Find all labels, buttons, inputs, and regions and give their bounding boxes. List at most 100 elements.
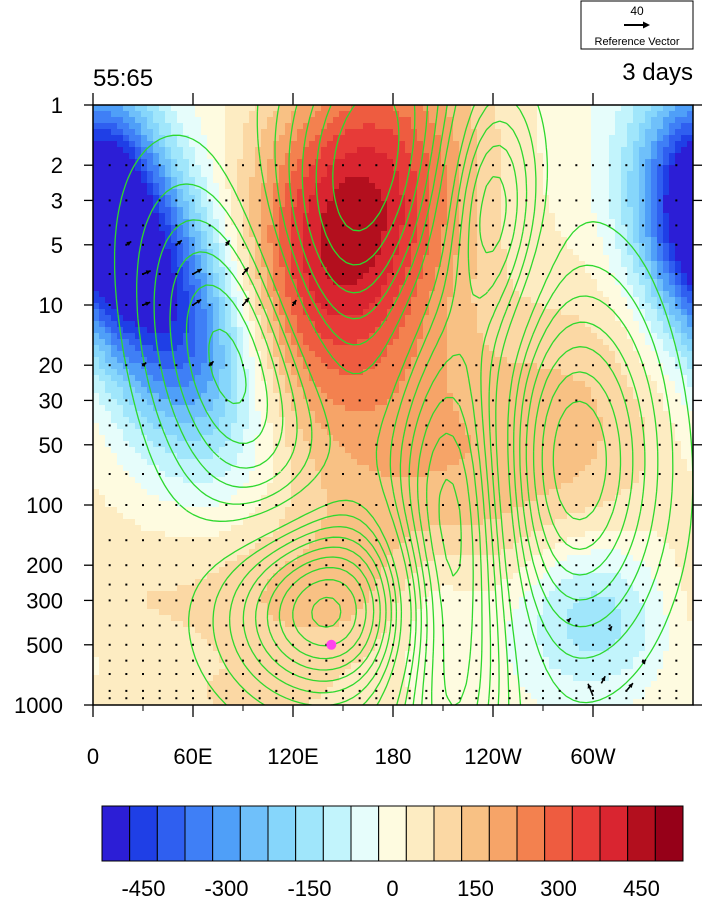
field-cell [117, 141, 124, 148]
field-cell [351, 105, 358, 112]
field-cell [351, 111, 358, 118]
field-cell [195, 423, 202, 430]
field-cell [333, 171, 340, 178]
field-cell [117, 483, 124, 490]
field-cell [363, 165, 370, 172]
field-cell [123, 159, 130, 166]
field-cell [99, 489, 106, 496]
field-cell [369, 171, 376, 178]
field-cell [357, 555, 364, 562]
field-cell [213, 531, 220, 538]
field-cell [309, 231, 316, 238]
field-cell [111, 195, 118, 202]
field-cell [339, 429, 346, 436]
field-cell [255, 507, 262, 514]
field-cell [273, 483, 280, 490]
field-cell [339, 147, 346, 154]
field-cell [165, 243, 172, 250]
field-cell [351, 483, 358, 490]
field-cell [165, 609, 172, 616]
field-cell [273, 465, 280, 472]
field-cell [333, 291, 340, 298]
field-cell [195, 213, 202, 220]
field-cell [189, 165, 196, 172]
field-cell [141, 147, 148, 154]
field-cell [129, 243, 136, 250]
field-cell [255, 249, 262, 256]
field-cell [183, 189, 190, 196]
field-cell [303, 441, 310, 448]
field-cell [273, 453, 280, 460]
field-cell [231, 693, 238, 700]
field-cell [105, 669, 112, 676]
field-cell [321, 207, 328, 214]
field-cell [345, 237, 352, 244]
field-cell [99, 345, 106, 352]
field-cell [273, 207, 280, 214]
field-cell [339, 603, 346, 610]
field-cell [225, 591, 232, 598]
field-cell [273, 507, 280, 514]
field-cell [99, 501, 106, 508]
field-cell [369, 657, 376, 664]
field-cell [255, 399, 262, 406]
field-cell [195, 195, 202, 202]
field-cell [261, 303, 268, 310]
field-cell [363, 597, 370, 604]
field-cell [183, 669, 190, 676]
field-cell [183, 129, 190, 136]
field-cell [147, 141, 154, 148]
field-cell [117, 279, 124, 286]
field-cell [267, 213, 274, 220]
field-cell [321, 465, 328, 472]
field-cell [153, 249, 160, 256]
field-cell [387, 177, 394, 184]
field-cell [321, 285, 328, 292]
field-cell [123, 459, 130, 466]
field-cell [225, 285, 232, 292]
field-cell [363, 189, 370, 196]
field-cell [327, 285, 334, 292]
field-cell [153, 699, 160, 705]
field-cell [195, 189, 202, 196]
field-cell [369, 501, 376, 508]
field-cell [261, 537, 268, 544]
field-cell [339, 525, 346, 532]
field-cell [375, 195, 382, 202]
field-cell [117, 555, 124, 562]
field-cell [363, 621, 370, 628]
field-cell [117, 423, 124, 430]
field-cell [297, 507, 304, 514]
field-cell [249, 111, 256, 118]
field-cell [267, 675, 274, 682]
field-cell [297, 519, 304, 526]
field-cell [129, 489, 136, 496]
field-cell [249, 153, 256, 160]
field-cell [165, 147, 172, 154]
field-cell [141, 453, 148, 460]
field-cell [339, 351, 346, 358]
field-cell [213, 429, 220, 436]
field-cell [375, 651, 382, 658]
field-cell [189, 567, 196, 574]
field-cell [345, 633, 352, 640]
field-cell [351, 249, 358, 256]
field-cell [327, 525, 334, 532]
field-cell [147, 639, 154, 646]
field-cell [147, 579, 154, 586]
field-cell [117, 675, 124, 682]
field-cell [129, 177, 136, 184]
field-cell [249, 585, 256, 592]
field-cell [177, 687, 184, 694]
field-cell [363, 513, 370, 520]
field-cell [171, 147, 178, 154]
field-cell [159, 495, 166, 502]
field-cell [201, 561, 208, 568]
field-cell [327, 489, 334, 496]
field-cell [279, 171, 286, 178]
field-cell [153, 315, 160, 322]
field-cell [279, 579, 286, 586]
field-cell [321, 591, 328, 598]
field-cell [249, 249, 256, 256]
field-cell [315, 375, 322, 382]
